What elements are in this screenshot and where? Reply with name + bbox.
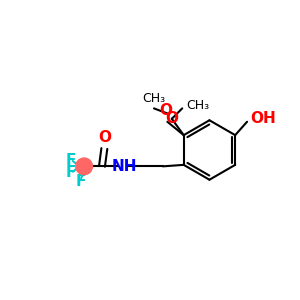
Circle shape: [76, 158, 92, 175]
Text: CH₃: CH₃: [142, 92, 166, 105]
Text: F: F: [76, 174, 86, 189]
Text: F: F: [66, 165, 76, 180]
Text: O: O: [165, 111, 178, 126]
Text: F: F: [66, 153, 76, 168]
Text: OH: OH: [250, 111, 276, 126]
Text: O: O: [98, 130, 111, 145]
Text: O: O: [159, 103, 172, 118]
Text: CH₃: CH₃: [187, 99, 210, 112]
Text: NH: NH: [112, 159, 137, 174]
